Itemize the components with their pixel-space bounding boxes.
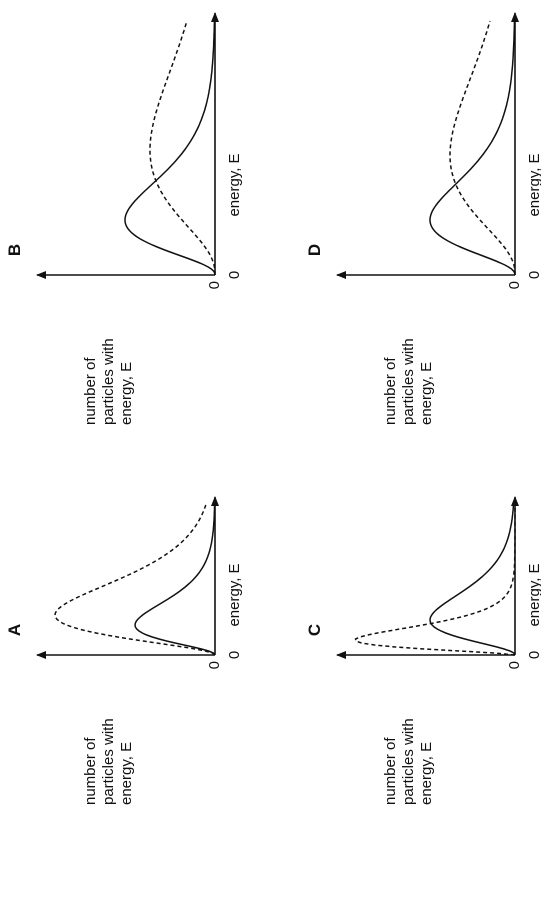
curve-dashed bbox=[449, 20, 516, 275]
y-axis-label: particles with bbox=[400, 338, 417, 425]
x-origin-label: 0 bbox=[226, 271, 243, 279]
y-origin-label: 0 bbox=[206, 281, 223, 289]
curve-dashed bbox=[54, 504, 216, 656]
panel-label: B bbox=[5, 244, 24, 256]
y-axis-label: energy, E bbox=[418, 742, 435, 805]
x-origin-label: 0 bbox=[526, 271, 541, 279]
y-origin-label: 0 bbox=[506, 281, 523, 289]
y-axis-label: particles with bbox=[400, 718, 417, 805]
x-origin-label: 0 bbox=[526, 651, 541, 659]
y-origin-label: 0 bbox=[206, 661, 223, 669]
x-axis-label: energy, E bbox=[226, 153, 243, 216]
panel-label: A bbox=[5, 624, 24, 636]
y-axis-label: number of bbox=[382, 737, 399, 805]
y-origin-label: 0 bbox=[506, 661, 523, 669]
panel-label: D bbox=[305, 244, 324, 256]
y-axis-label: particles with bbox=[100, 718, 117, 805]
y-axis-label: number of bbox=[382, 357, 399, 425]
panel-label: C bbox=[305, 624, 324, 636]
curve-solid bbox=[429, 21, 516, 276]
x-origin-label: 0 bbox=[226, 651, 243, 659]
y-axis-label: energy, E bbox=[118, 742, 135, 805]
curve-solid bbox=[134, 504, 216, 656]
curve-solid bbox=[124, 21, 216, 276]
y-axis-label: energy, E bbox=[118, 362, 135, 425]
x-axis-label: energy, E bbox=[526, 563, 541, 626]
y-axis-label: energy, E bbox=[418, 362, 435, 425]
y-axis-label: particles with bbox=[100, 338, 117, 425]
curve-solid bbox=[429, 504, 516, 656]
x-axis-label: energy, E bbox=[526, 153, 541, 216]
curve-dashed bbox=[354, 505, 516, 656]
x-axis-label: energy, E bbox=[226, 563, 243, 626]
y-axis-label: number of bbox=[82, 357, 99, 425]
y-axis-label: number of bbox=[82, 737, 99, 805]
curve-dashed bbox=[149, 20, 216, 275]
